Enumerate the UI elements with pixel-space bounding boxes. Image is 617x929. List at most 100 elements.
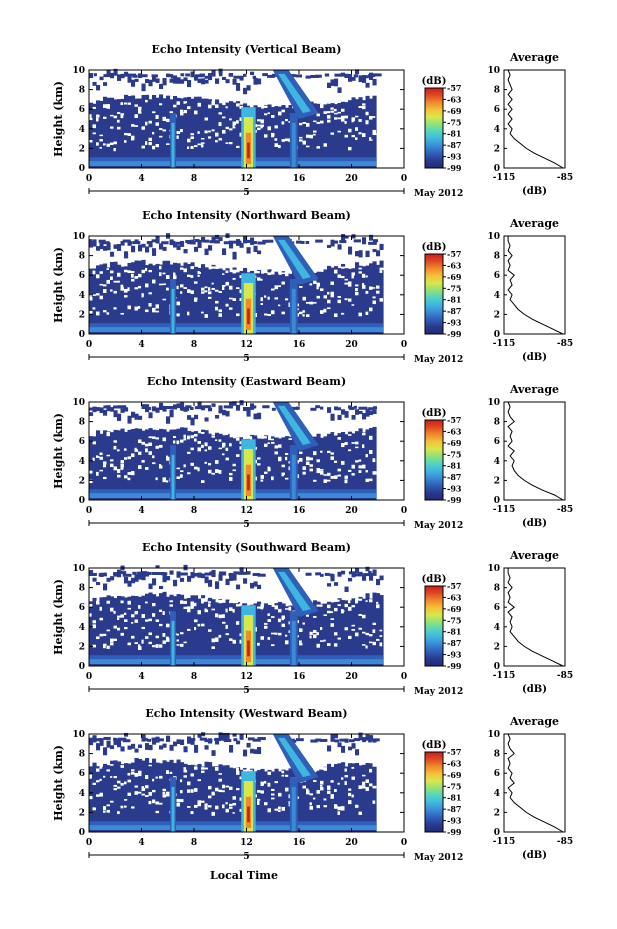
echo-patch	[341, 234, 346, 242]
echo-gap	[334, 643, 338, 647]
echo-column	[131, 595, 136, 666]
echo-gap	[229, 285, 234, 290]
top-band	[204, 75, 209, 79]
echo-patch	[355, 251, 360, 257]
surface-layer	[341, 161, 346, 167]
echo-gap	[89, 294, 92, 297]
echo-patch	[113, 410, 118, 418]
top-band	[223, 739, 232, 743]
echo-gap	[365, 478, 371, 483]
echo-gap	[190, 447, 194, 451]
echo-gap	[257, 798, 261, 801]
echo-gap	[145, 443, 151, 447]
echo-gap	[323, 267, 329, 270]
top-band	[247, 737, 255, 741]
echo-gap	[187, 451, 193, 454]
echo-gap	[180, 284, 184, 288]
surface-layer	[362, 659, 367, 665]
top-band	[238, 571, 248, 575]
surface-layer	[358, 161, 363, 167]
echo-gap	[327, 610, 332, 614]
echo-column	[236, 101, 241, 168]
echo-gap	[166, 480, 169, 483]
echo-gap	[278, 304, 281, 307]
date-label: May 2012	[414, 687, 463, 697]
echo-column	[124, 94, 129, 168]
echo-gap	[131, 806, 137, 809]
echo-gap	[134, 104, 138, 107]
echo-patch	[211, 236, 216, 242]
surface-layer	[166, 825, 171, 831]
echo-gap	[267, 101, 274, 104]
echo-patch	[337, 87, 342, 93]
echo-column	[257, 107, 262, 168]
echo-patch	[348, 246, 353, 255]
echo-gap	[372, 622, 378, 626]
echo-patch	[250, 71, 255, 76]
echo-column	[369, 428, 374, 500]
echo-patch	[204, 248, 209, 256]
colorbar	[424, 253, 444, 335]
average-frame	[503, 401, 566, 501]
echo-column	[334, 266, 339, 334]
echo-gap	[257, 124, 262, 127]
echo-gap	[264, 780, 267, 784]
echo-gap	[190, 266, 195, 270]
echo-column	[313, 103, 318, 168]
top-band	[98, 573, 107, 577]
echo-gap	[183, 600, 188, 605]
surface-layer	[218, 659, 223, 665]
surface-layer	[208, 659, 213, 665]
top-band	[291, 406, 299, 410]
echo-patch	[162, 246, 167, 251]
echo-gap	[187, 781, 191, 786]
echo-column	[201, 595, 206, 666]
echo-gap	[264, 471, 269, 474]
echo-gap	[229, 443, 232, 447]
echo-patch	[204, 79, 209, 84]
echo-gap	[250, 766, 256, 769]
surface-layer	[99, 825, 104, 831]
echo-gap	[152, 778, 155, 782]
echo-patch	[190, 417, 195, 426]
echo-gap	[369, 634, 374, 637]
echo-patch	[204, 576, 209, 584]
surface-layer	[138, 659, 143, 665]
echo-gap	[344, 605, 350, 608]
echo-gap	[239, 432, 244, 436]
colorbar-tick-label: -81	[447, 627, 461, 637]
surface-layer	[281, 161, 286, 167]
echo-gap	[309, 802, 312, 806]
surface-layer	[278, 161, 283, 167]
echo-gap	[260, 432, 265, 437]
echo-gap	[365, 275, 368, 278]
echo-gap	[264, 113, 268, 116]
top-band	[334, 407, 342, 411]
surface-layer	[176, 493, 181, 499]
echo-column	[124, 597, 129, 666]
echo-gap	[278, 103, 282, 107]
echo-column	[166, 596, 171, 666]
echo-gap	[285, 787, 289, 792]
echo-patch	[190, 572, 195, 579]
echo-gap	[274, 285, 279, 288]
echo-patch	[141, 243, 146, 248]
surface-layer	[236, 825, 241, 831]
echo-gap	[208, 795, 212, 799]
rain-column-core	[171, 620, 175, 666]
echo-gap	[337, 637, 342, 640]
top-band	[194, 238, 200, 242]
echo-column	[141, 94, 146, 168]
echo-patch	[180, 739, 185, 746]
echo-gap	[141, 788, 146, 792]
echo-gap	[162, 477, 168, 481]
top-band	[339, 240, 347, 244]
echo-patch	[173, 404, 178, 408]
surface-layer	[327, 161, 332, 167]
day-label: 5	[243, 188, 249, 198]
echo-column	[159, 264, 164, 334]
echo-column	[103, 597, 108, 666]
echo-patch	[215, 414, 220, 419]
echo-gap	[320, 288, 325, 292]
surface-layer	[218, 161, 223, 167]
